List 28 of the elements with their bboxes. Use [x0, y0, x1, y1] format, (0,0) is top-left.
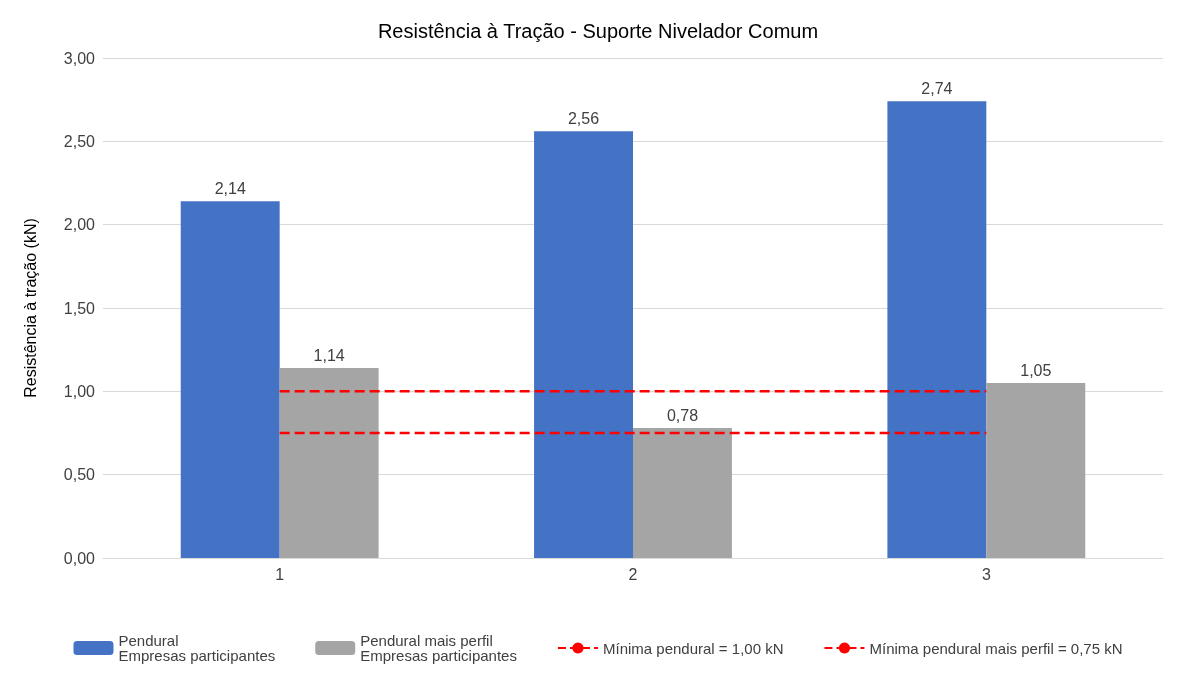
- y-tick-label: 0,00: [63, 549, 96, 567]
- x-tick-label: 3: [981, 565, 991, 583]
- data-label: 2,14: [214, 179, 246, 197]
- y-tick-label: 3,00: [63, 49, 96, 67]
- legend-label: Mínima pendural = 1,00 kN: [602, 639, 784, 657]
- bar: [633, 428, 732, 558]
- y-tick-label: 1,00: [63, 382, 96, 400]
- y-tick-label: 2,00: [63, 216, 96, 234]
- data-label: 2,74: [921, 79, 953, 97]
- x-tick-label: 1: [275, 565, 285, 583]
- y-axis-title: Resistência à tração (kN): [21, 218, 39, 398]
- data-label: 1,05: [1020, 361, 1052, 379]
- bar: [534, 131, 633, 558]
- bar: [279, 368, 379, 558]
- y-tick-label: 2,50: [63, 132, 96, 150]
- x-tick-label: 2: [628, 565, 638, 583]
- bar: [180, 201, 280, 558]
- legend-label: Mínima pendural mais perfil = 0,75 kN: [869, 639, 1123, 657]
- bar: [986, 383, 1086, 558]
- y-tick-label: 1,50: [63, 299, 96, 317]
- legend-label: Pendural Empresas participantes: [118, 632, 276, 664]
- data-label: 1,14: [313, 346, 345, 364]
- y-tick-label: 0,50: [63, 466, 96, 484]
- data-label: 2,56: [567, 109, 600, 127]
- data-label: 0,78: [666, 406, 699, 424]
- chart-title: Resistência à Tração - Suporte Nivelador Comum: [377, 20, 819, 42]
- legend-label: Pendural mais perfil Empresas participantes: [360, 632, 517, 664]
- bar: [887, 101, 987, 558]
